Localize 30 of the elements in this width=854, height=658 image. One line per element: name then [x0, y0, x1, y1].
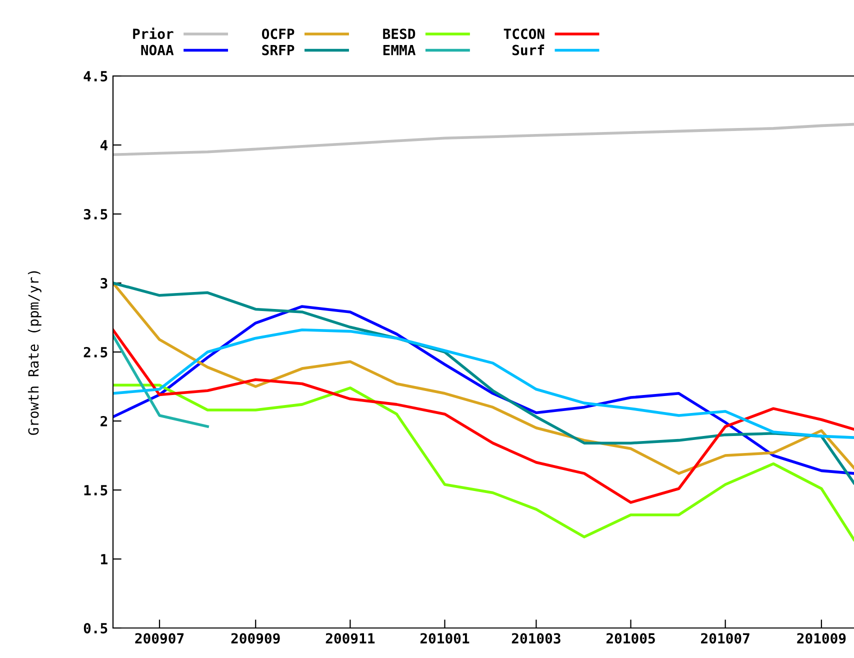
x-tick-label: 200907: [135, 633, 184, 644]
line-series: [113, 122, 854, 156]
y-tick-label: 4.5: [84, 71, 108, 82]
y-tick-label: 1.5: [84, 485, 108, 496]
x-tick-label: 201007: [701, 633, 750, 644]
y-axis-title: Growth Rate (ppm/yr): [28, 271, 42, 435]
x-tick-label: 201003: [512, 633, 560, 644]
x-tick-label: 201005: [606, 633, 655, 644]
y-tick-label: 3.5: [84, 208, 108, 220]
legend-label: OCFP: [262, 28, 294, 40]
y-tick-label: 0.5: [84, 622, 108, 634]
x-tick-label: 200909: [231, 633, 280, 644]
y-tick-label: 2.5: [84, 346, 108, 358]
y-tick-label: 3: [100, 278, 108, 288]
y-tick-label: 2: [100, 416, 107, 426]
legend-label: EMMA: [383, 44, 416, 56]
legend-label: BESD: [383, 28, 416, 40]
legend-label: SRFP: [262, 44, 294, 56]
y-tick-label: 1: [101, 554, 108, 564]
legend-label: NOAA: [141, 44, 174, 56]
y-tick-label: 4: [100, 140, 108, 150]
line-series: [113, 328, 854, 439]
x-tick-label: 201001: [420, 633, 470, 644]
legend-label: TCCON: [504, 28, 544, 40]
legend-label: Prior: [133, 28, 174, 40]
line-series: [113, 328, 854, 504]
line-series: [113, 384, 854, 542]
x-tick-label: 201009: [797, 633, 846, 644]
legend-label: Surf: [512, 44, 544, 56]
x-tick-label: 200911: [326, 633, 375, 644]
